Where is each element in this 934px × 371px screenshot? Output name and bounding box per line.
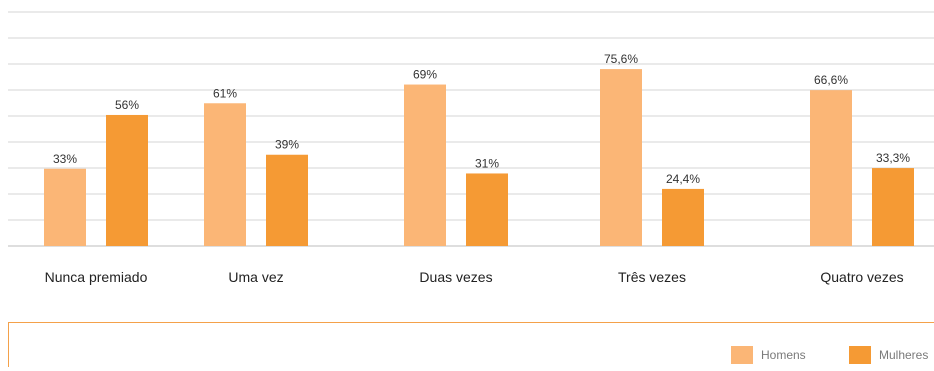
bar-mulheres-0 bbox=[106, 114, 148, 247]
data-label-mulheres-1: 39% bbox=[275, 138, 299, 152]
legend-label-homens: Homens bbox=[761, 348, 806, 362]
bar-chart: 33% 56% 61% 39% 69% 31% 75,6% 24,4% 66,6% 33,3% N… bbox=[8, 11, 934, 285]
data-label-mulheres-3: 24,4% bbox=[666, 172, 700, 186]
data-label-homens-2: 69% bbox=[413, 68, 437, 82]
bar-homens-2 bbox=[404, 84, 446, 246]
bar-mulheres-3 bbox=[662, 188, 704, 246]
category-labels: Nunca premiado Uma vez Duas vezes Três veze… bbox=[45, 269, 904, 285]
legend-label-mulheres: Mulheres bbox=[879, 348, 929, 362]
bar-homens-3 bbox=[600, 69, 642, 246]
legend-item-mulheres: Mulheres bbox=[849, 345, 928, 365]
legend-swatch-mulheres bbox=[849, 346, 871, 364]
bar-homens-0 bbox=[44, 168, 86, 246]
category-label-3: Três vezes bbox=[618, 269, 686, 285]
data-label-mulheres-4: 33,3% bbox=[876, 151, 910, 165]
data-labels: 33% 56% 61% 39% 69% 31% 75,6% 24,4% 66,6% 33,3% bbox=[53, 52, 910, 186]
category-label-2: Duas vezes bbox=[419, 269, 492, 285]
bars bbox=[44, 69, 914, 247]
bar-mulheres-2 bbox=[466, 173, 508, 246]
data-label-homens-4: 66,6% bbox=[814, 73, 848, 87]
bar-mulheres-4 bbox=[872, 168, 914, 246]
data-label-mulheres-0: 56% bbox=[115, 98, 139, 112]
data-label-homens-0: 33% bbox=[53, 152, 77, 166]
category-label-1: Uma vez bbox=[228, 269, 283, 285]
data-label-homens-1: 61% bbox=[213, 86, 237, 100]
legend-item-homens: Homens bbox=[731, 345, 806, 365]
data-label-mulheres-2: 31% bbox=[475, 156, 499, 170]
legend: Homens Mulheres bbox=[8, 322, 934, 367]
category-label-4: Quatro vezes bbox=[820, 269, 903, 285]
bar-homens-4 bbox=[810, 90, 852, 246]
category-label-0: Nunca premiado bbox=[45, 269, 148, 285]
bar-homens-1 bbox=[204, 103, 246, 246]
bar-mulheres-1 bbox=[266, 154, 308, 246]
legend-swatch-homens bbox=[731, 346, 753, 364]
data-label-homens-3: 75,6% bbox=[604, 52, 638, 66]
